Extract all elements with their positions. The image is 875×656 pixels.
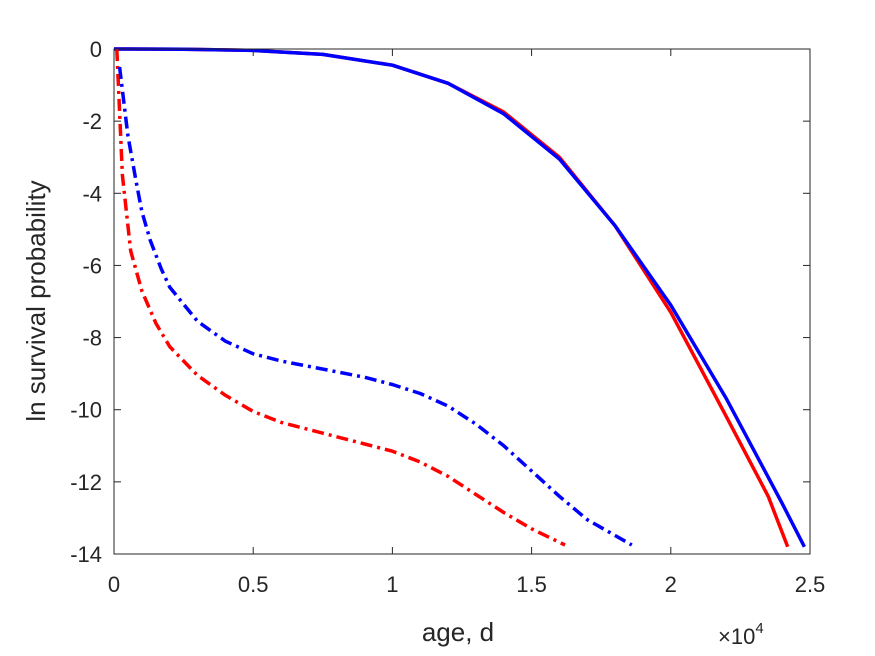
axes-box xyxy=(113,48,811,555)
x-tick-label: 2 xyxy=(665,572,677,597)
series-line-4 xyxy=(117,66,633,547)
y-tick-label: 0 xyxy=(90,37,102,62)
y-tick-label: -10 xyxy=(70,398,102,423)
x-tick-label: 1 xyxy=(386,572,398,597)
y-tick-label: -12 xyxy=(70,470,102,495)
label-layer: 0 0.5 1 1.5 2 2.5 0 -2 -4 -6 -8 -10 -12 -14 xyxy=(70,37,825,597)
x-axis-label: age, d xyxy=(422,617,494,647)
x-exponent-power: 4 xyxy=(755,620,763,637)
plot-area xyxy=(114,49,810,554)
y-axis-label: ln survival probability xyxy=(21,180,51,421)
x-tick-label: 0 xyxy=(108,572,120,597)
x-exponent-base: ×10 xyxy=(718,624,755,649)
y-tick-label: -6 xyxy=(82,253,102,278)
x-exponent-label: ×104 xyxy=(718,620,764,649)
x-tick-label: 0.5 xyxy=(238,572,269,597)
tick-layer xyxy=(113,48,811,555)
x-tick-label: 1.5 xyxy=(516,572,547,597)
x-tick-label: 2.5 xyxy=(795,572,826,597)
series-line-3 xyxy=(115,48,566,547)
y-tick-label: -4 xyxy=(82,181,102,206)
y-tick-label: -2 xyxy=(82,109,102,134)
y-tick-label: -14 xyxy=(70,542,102,567)
y-tick-label: -8 xyxy=(82,326,102,351)
